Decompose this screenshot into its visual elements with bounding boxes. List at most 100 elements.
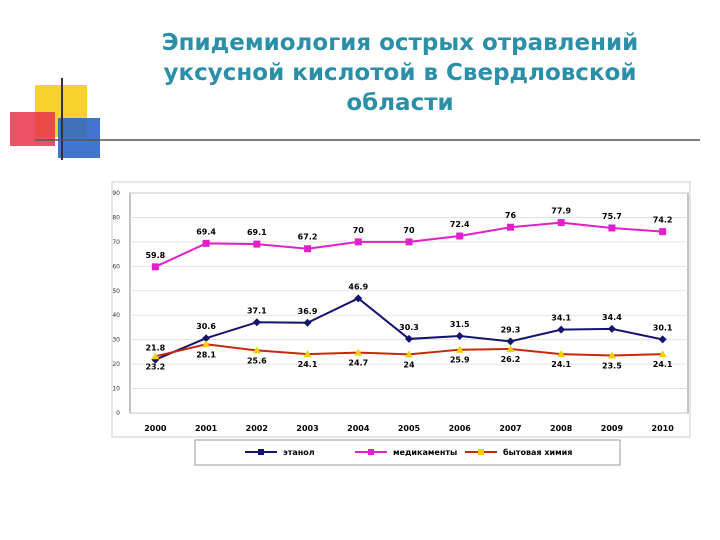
data-label: 23.5 [602, 362, 622, 371]
legend-label: бытовая химия [503, 447, 572, 457]
x-tick-label: 2003 [296, 424, 318, 433]
marker [151, 263, 159, 271]
y-tick-label: 30 [112, 337, 120, 344]
y-tick-label: 40 [112, 312, 120, 319]
marker [607, 324, 616, 333]
legend-marker [258, 449, 264, 455]
data-label: 67.2 [298, 233, 318, 242]
marker [202, 334, 211, 343]
y-tick-label: 80 [112, 214, 120, 221]
marker [455, 345, 464, 353]
y-tick-label: 10 [112, 386, 120, 393]
data-label: 25.6 [247, 356, 267, 365]
data-label: 29.3 [501, 325, 521, 334]
marker [658, 335, 667, 344]
data-label: 24.1 [653, 360, 673, 369]
y-tick-label: 50 [112, 288, 120, 295]
data-label: 25.9 [450, 356, 470, 365]
marker [455, 332, 464, 340]
data-label: 30.6 [196, 322, 216, 331]
x-tick-label: 2004 [347, 424, 370, 433]
plot-frame [111, 181, 691, 438]
data-label: 31.5 [450, 320, 470, 329]
chart-title: Эпидемиология острых отравлений уксусной… [161, 30, 639, 116]
data-label: 46.9 [348, 282, 368, 291]
data-label: 36.9 [298, 307, 318, 316]
data-label: 37.1 [247, 306, 267, 315]
y-tick-label: 70 [112, 239, 120, 246]
data-label: 76 [505, 211, 517, 220]
marker [607, 351, 616, 359]
data-label: 24.1 [551, 360, 571, 369]
legend-marker [368, 449, 374, 455]
marker [303, 350, 312, 358]
data-label: 23.2 [145, 362, 165, 371]
data-label: 70 [353, 226, 365, 235]
y-tick-label: 0 [116, 410, 120, 417]
data-label: 72.4 [450, 220, 470, 229]
data-label: 69.4 [196, 227, 216, 236]
marker [354, 294, 363, 303]
marker [304, 245, 312, 253]
x-tick-label: 2007 [499, 424, 521, 433]
data-label: 30.3 [399, 323, 419, 332]
marker [354, 238, 362, 246]
marker [202, 239, 210, 247]
x-tick-label: 2001 [195, 424, 218, 433]
marker [405, 350, 413, 358]
data-label: 77.9 [551, 207, 571, 216]
marker [557, 350, 566, 358]
data-label: 28.1 [196, 350, 216, 359]
marker [506, 223, 514, 231]
x-tick-label: 2006 [449, 424, 472, 433]
marker [456, 232, 464, 240]
y-tick-label: 90 [112, 190, 120, 197]
legend-label: этанол [283, 448, 315, 457]
legend [194, 439, 621, 466]
data-label: 26.2 [501, 355, 521, 364]
marker [253, 240, 261, 248]
x-tick-label: 2000 [144, 424, 167, 433]
x-tick-label: 2008 [550, 424, 573, 433]
data-label: 30.1 [653, 323, 673, 332]
data-label: 75.7 [602, 212, 622, 221]
deco-square [58, 118, 100, 158]
marker [202, 340, 211, 348]
legend-label: медикаменты [393, 448, 457, 457]
x-tick-label: 2002 [246, 424, 268, 433]
marker [405, 334, 413, 343]
y-tick-label: 20 [112, 361, 120, 368]
data-label: 24 [403, 360, 415, 369]
marker [506, 337, 515, 346]
data-label: 24.7 [348, 359, 368, 368]
data-label: 34.4 [602, 313, 622, 322]
marker [252, 346, 261, 354]
marker [151, 352, 160, 360]
x-tick-label: 2005 [398, 424, 421, 433]
marker [506, 344, 515, 352]
y-tick-label: 60 [112, 263, 120, 270]
marker [354, 348, 363, 356]
marker [659, 228, 667, 236]
data-label: 24.1 [298, 360, 318, 369]
marker [557, 219, 565, 227]
marker [557, 325, 566, 334]
legend-marker [478, 449, 484, 455]
marker [252, 318, 261, 327]
data-label: 21.8 [145, 344, 165, 353]
marker [608, 224, 616, 232]
data-label: 59.8 [145, 251, 165, 260]
x-tick-label: 2009 [601, 424, 624, 433]
marker [658, 350, 667, 358]
data-label: 74.2 [653, 216, 673, 225]
x-tick-label: 2010 [652, 424, 675, 433]
data-label: 34.1 [551, 314, 571, 323]
deco-square [10, 112, 55, 146]
marker [303, 318, 312, 327]
data-label: 70 [403, 226, 415, 235]
marker [405, 238, 413, 246]
data-label: 69.1 [247, 228, 267, 237]
